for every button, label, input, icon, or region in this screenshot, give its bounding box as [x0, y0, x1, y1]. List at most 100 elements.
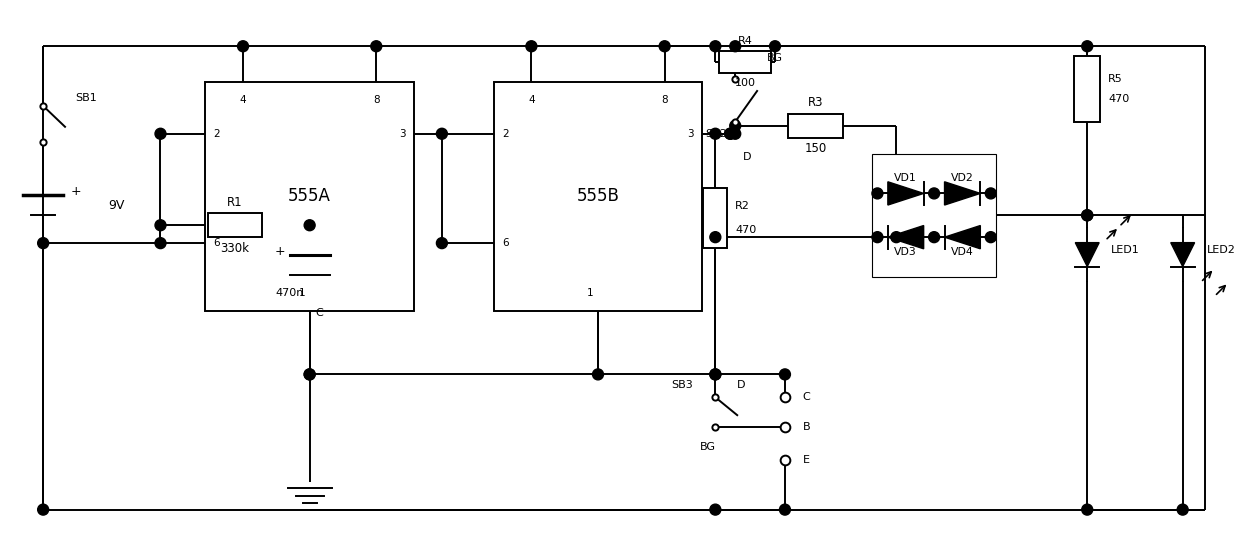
Text: 8: 8	[661, 95, 668, 105]
Circle shape	[155, 220, 166, 231]
Text: D: D	[743, 151, 751, 161]
Text: BG: BG	[699, 442, 715, 452]
Text: 100: 100	[734, 78, 755, 88]
Text: 1: 1	[299, 288, 305, 298]
Text: 3: 3	[687, 129, 694, 139]
Polygon shape	[1075, 243, 1099, 266]
Circle shape	[526, 41, 537, 52]
Circle shape	[730, 128, 740, 139]
Circle shape	[1081, 210, 1092, 221]
Circle shape	[986, 188, 996, 199]
Bar	[208, 213, 263, 237]
Text: 1: 1	[587, 288, 594, 298]
Text: VD1: VD1	[894, 174, 918, 183]
Circle shape	[730, 120, 740, 131]
Circle shape	[436, 128, 448, 139]
Circle shape	[872, 232, 883, 243]
Circle shape	[304, 369, 315, 380]
Circle shape	[436, 238, 448, 248]
Text: 470n: 470n	[275, 288, 304, 298]
Text: 4: 4	[528, 95, 534, 105]
Circle shape	[304, 369, 315, 380]
Text: 330k: 330k	[221, 241, 249, 255]
Circle shape	[780, 504, 790, 515]
Polygon shape	[945, 182, 981, 205]
Circle shape	[37, 238, 48, 248]
Circle shape	[730, 41, 740, 52]
Text: VD4: VD4	[951, 247, 973, 257]
Bar	[703, 189, 728, 248]
Circle shape	[1081, 504, 1092, 515]
Text: 470: 470	[735, 225, 756, 235]
Circle shape	[725, 128, 735, 139]
Text: C: C	[316, 308, 324, 318]
Text: R4: R4	[738, 36, 753, 46]
Circle shape	[709, 369, 720, 380]
Polygon shape	[945, 225, 981, 249]
Polygon shape	[1171, 243, 1194, 266]
Text: SB1: SB1	[74, 93, 97, 103]
Text: 8: 8	[373, 95, 379, 105]
Circle shape	[709, 41, 720, 52]
Circle shape	[780, 369, 790, 380]
Text: D: D	[738, 381, 745, 390]
Circle shape	[593, 369, 604, 380]
Bar	[873, 154, 996, 277]
Bar	[206, 82, 414, 311]
Polygon shape	[888, 225, 924, 249]
Circle shape	[37, 504, 48, 515]
Text: E: E	[802, 455, 810, 465]
Text: R5: R5	[1109, 74, 1123, 84]
Circle shape	[709, 128, 720, 139]
Text: R3: R3	[808, 96, 823, 109]
Text: 3: 3	[399, 129, 405, 139]
Circle shape	[371, 41, 382, 52]
Text: B: B	[802, 422, 811, 432]
Circle shape	[304, 220, 315, 231]
Text: SB2: SB2	[706, 129, 728, 139]
Circle shape	[1081, 210, 1092, 221]
Text: 2: 2	[213, 129, 221, 139]
Text: 6: 6	[213, 238, 221, 248]
Text: VD2: VD2	[951, 174, 973, 183]
Circle shape	[1177, 504, 1188, 515]
Circle shape	[155, 238, 166, 248]
Circle shape	[890, 188, 901, 199]
Circle shape	[929, 188, 940, 199]
Text: LED1: LED1	[1111, 245, 1140, 255]
Text: 150: 150	[805, 142, 827, 155]
Bar	[1074, 56, 1100, 122]
Text: BG: BG	[768, 53, 782, 63]
Bar	[494, 82, 702, 311]
Text: +: +	[71, 185, 82, 198]
Circle shape	[725, 128, 735, 139]
Text: 9V: 9V	[108, 199, 124, 212]
Circle shape	[155, 128, 166, 139]
Bar	[719, 51, 771, 73]
Text: 2: 2	[502, 129, 508, 139]
Text: VD3: VD3	[894, 247, 918, 257]
Circle shape	[1081, 41, 1092, 52]
Circle shape	[660, 41, 670, 52]
Circle shape	[986, 232, 996, 243]
Circle shape	[709, 369, 720, 380]
Text: R2: R2	[735, 201, 750, 212]
Text: C: C	[802, 392, 811, 402]
Circle shape	[890, 232, 901, 243]
Circle shape	[709, 504, 720, 515]
Text: 470: 470	[1109, 94, 1130, 104]
Text: 4: 4	[239, 95, 247, 105]
Circle shape	[770, 41, 780, 52]
Text: +: +	[274, 245, 285, 257]
Polygon shape	[888, 182, 924, 205]
Circle shape	[238, 41, 248, 52]
Bar	[789, 114, 843, 138]
Text: 555B: 555B	[577, 188, 620, 205]
Circle shape	[872, 188, 883, 199]
Text: SB3: SB3	[672, 381, 693, 390]
Circle shape	[929, 232, 940, 243]
Circle shape	[709, 232, 720, 243]
Text: LED2: LED2	[1207, 245, 1235, 255]
Text: R1: R1	[227, 196, 243, 209]
Text: 6: 6	[502, 238, 508, 248]
